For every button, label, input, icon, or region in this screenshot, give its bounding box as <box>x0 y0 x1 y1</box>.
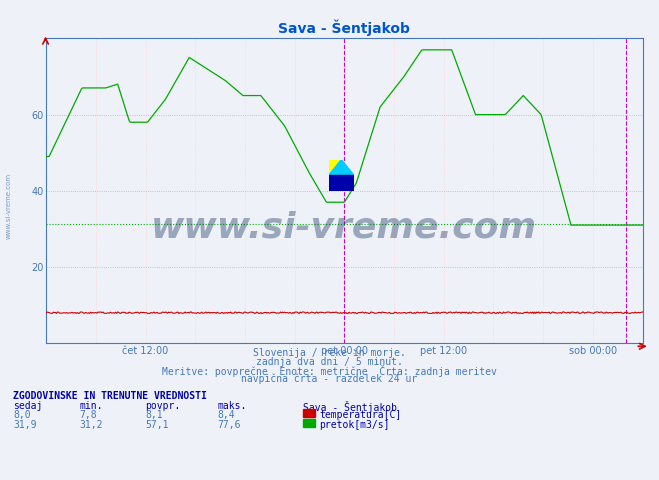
Text: 8,0: 8,0 <box>13 410 31 420</box>
Text: navpična črta - razdelek 24 ur: navpična črta - razdelek 24 ur <box>241 374 418 384</box>
Text: Slovenija / reke in morje.: Slovenija / reke in morje. <box>253 348 406 358</box>
Text: 57,1: 57,1 <box>145 420 169 430</box>
Text: maks.: maks. <box>217 401 247 411</box>
Text: www.si-vreme.com: www.si-vreme.com <box>5 173 11 240</box>
Text: Meritve: povprečne  Enote: metrične  Črta: zadnja meritev: Meritve: povprečne Enote: metrične Črta:… <box>162 365 497 377</box>
Text: Sava - Šentjakob: Sava - Šentjakob <box>303 401 397 413</box>
Text: 31,9: 31,9 <box>13 420 37 430</box>
Text: pretok[m3/s]: pretok[m3/s] <box>320 420 390 430</box>
Text: 77,6: 77,6 <box>217 420 241 430</box>
Text: sedaj: sedaj <box>13 401 43 411</box>
Text: 31,2: 31,2 <box>79 420 103 430</box>
Text: min.: min. <box>79 401 103 411</box>
Text: 7,8: 7,8 <box>79 410 97 420</box>
Text: ZGODOVINSKE IN TRENUTNE VREDNOSTI: ZGODOVINSKE IN TRENUTNE VREDNOSTI <box>13 391 207 401</box>
Text: zadnja dva dni / 5 minut.: zadnja dva dni / 5 minut. <box>256 357 403 367</box>
Title: Sava - Šentjakob: Sava - Šentjakob <box>278 19 411 36</box>
Text: 8,4: 8,4 <box>217 410 235 420</box>
Text: povpr.: povpr. <box>145 401 180 411</box>
Polygon shape <box>329 159 341 175</box>
Text: www.si-vreme.com: www.si-vreme.com <box>152 210 537 244</box>
Text: 8,1: 8,1 <box>145 410 163 420</box>
Polygon shape <box>329 159 354 175</box>
Text: temperatura[C]: temperatura[C] <box>320 410 402 420</box>
Polygon shape <box>329 175 354 191</box>
